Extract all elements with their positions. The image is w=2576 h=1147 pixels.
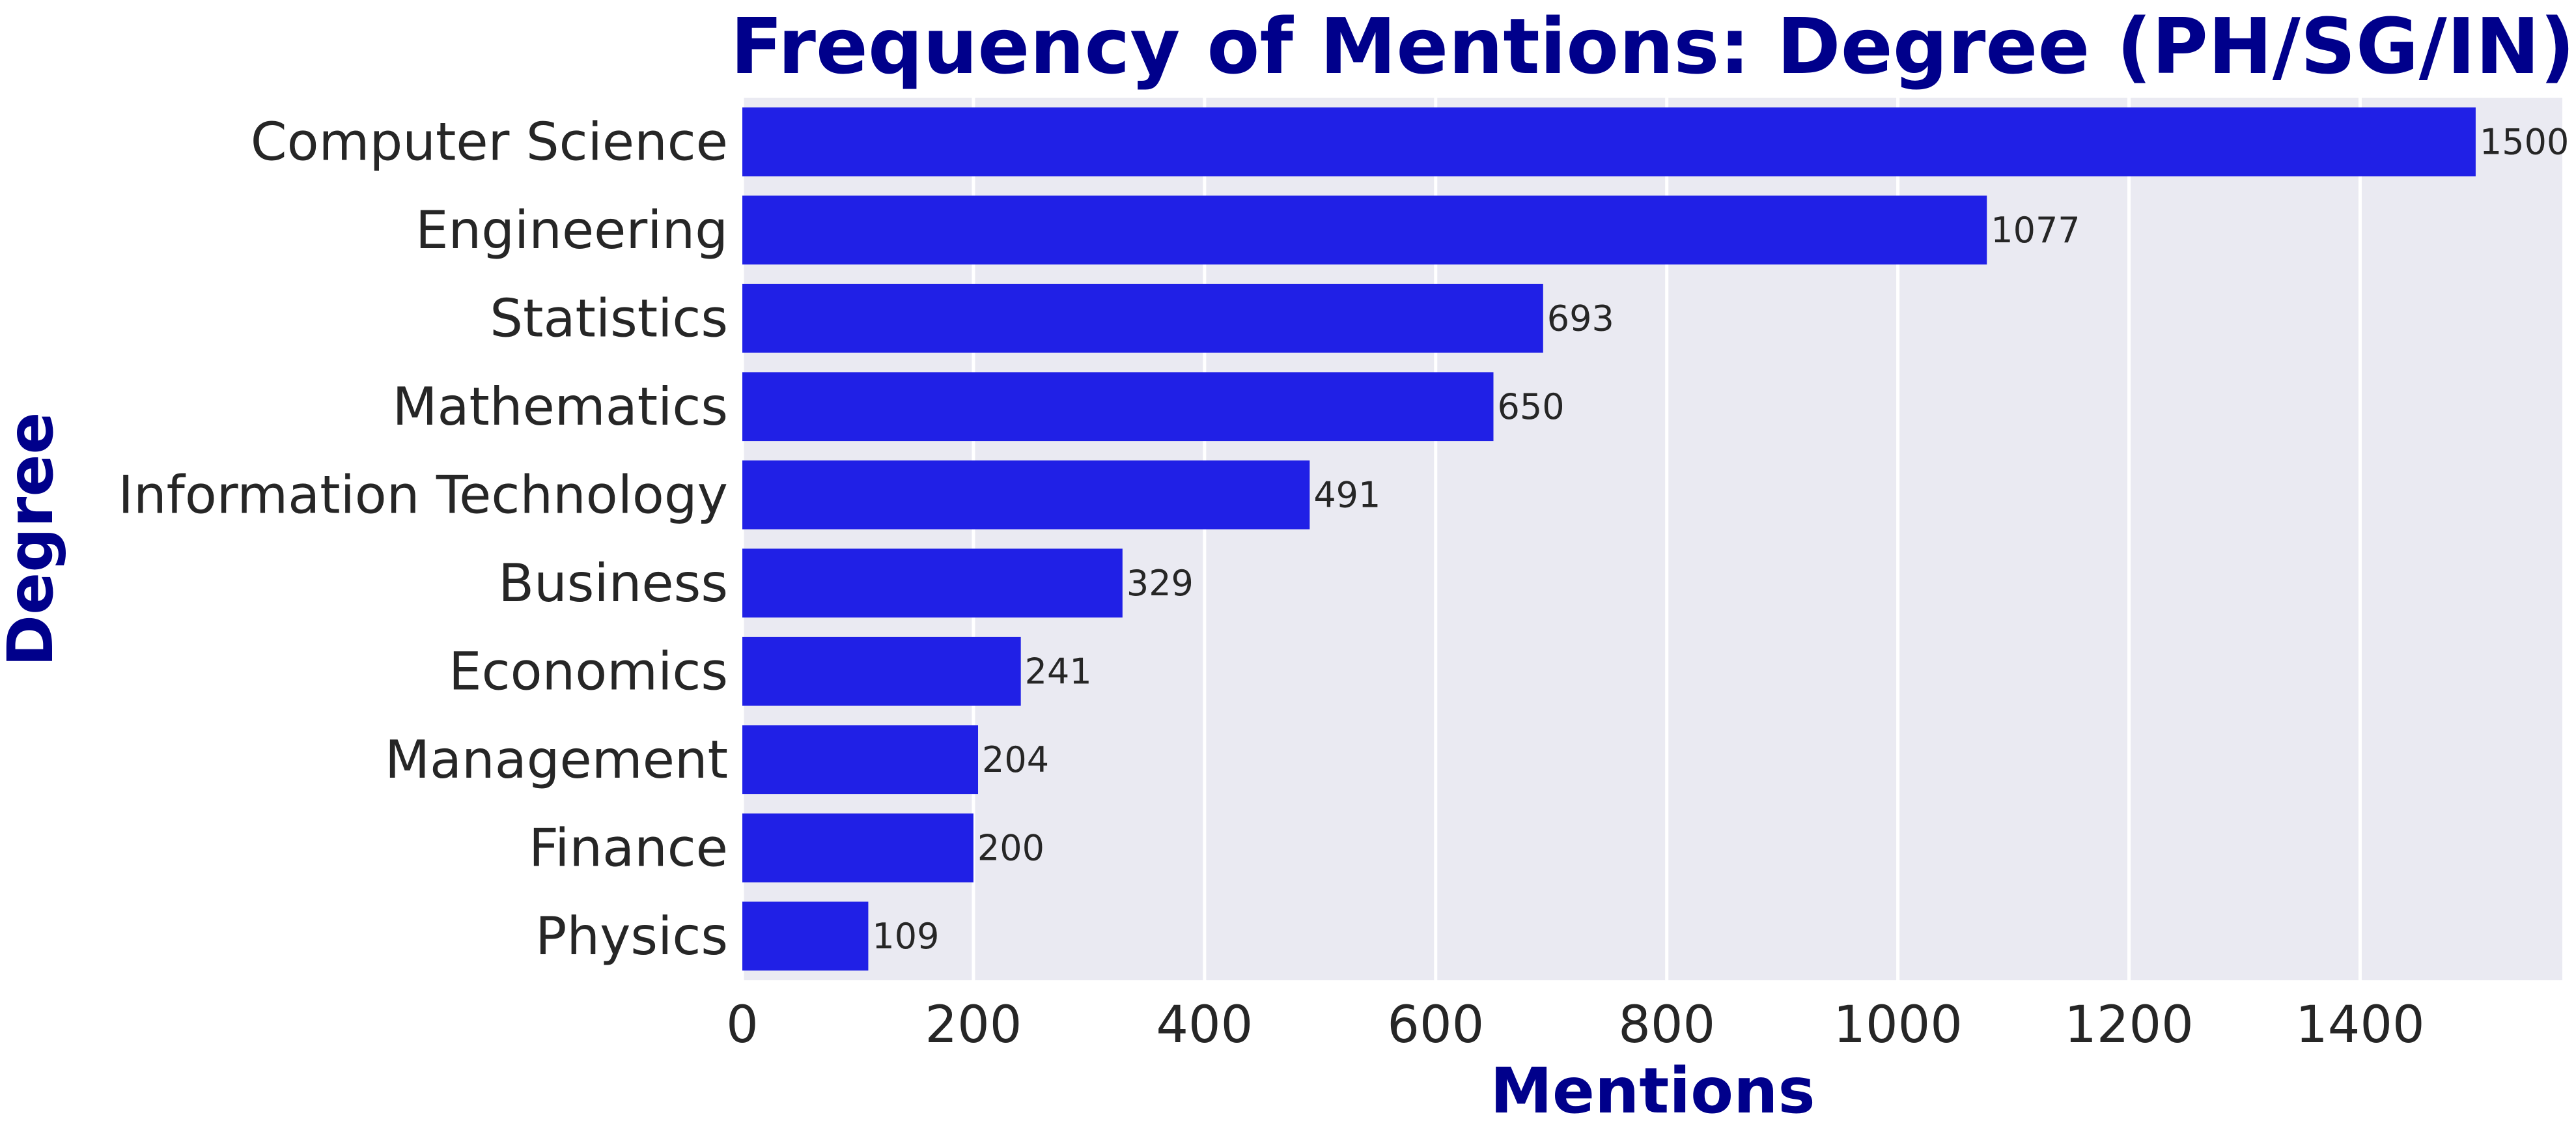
bar <box>742 548 1123 618</box>
x-tick-label: 1200 <box>2064 996 2194 1055</box>
y-tick-label: Physics <box>535 906 728 967</box>
bar <box>742 901 869 971</box>
x-tick-label: 1000 <box>1833 996 1963 1055</box>
y-tick-label: Economics <box>449 641 728 701</box>
bar <box>742 725 979 795</box>
data-label: 241 <box>1025 651 1092 692</box>
data-label: 693 <box>1547 298 1614 339</box>
chart-title: Frequency of Mentions: Degree (PH/SG/IN) <box>731 1 2575 91</box>
x-tick-label: 200 <box>925 996 1022 1055</box>
x-tick-label: 0 <box>726 996 759 1055</box>
bar <box>742 636 1021 706</box>
x-tick-label: 400 <box>1156 996 1253 1055</box>
bars <box>742 107 2476 971</box>
y-tick-label: Business <box>498 553 728 614</box>
data-label: 109 <box>872 916 939 957</box>
bar <box>742 372 1494 442</box>
y-tick-label: Information Technology <box>118 464 728 525</box>
x-tick-label: 800 <box>1618 996 1715 1055</box>
y-tick-label: Computer Science <box>251 111 728 172</box>
y-tick-label: Statistics <box>490 288 728 348</box>
x-axis-title: Mentions <box>1490 1055 1815 1127</box>
data-label: 200 <box>977 827 1044 868</box>
y-axis-title: Degree <box>0 412 67 666</box>
data-label: 491 <box>1313 474 1380 515</box>
y-tick-label: Management <box>385 729 728 790</box>
data-label: 650 <box>1497 386 1564 427</box>
bar <box>742 813 973 883</box>
data-label: 329 <box>1127 563 1194 604</box>
data-label: 204 <box>982 739 1049 780</box>
x-tick-labels: 0 200 400 600 800 1000 1200 1400 <box>726 996 2425 1055</box>
bar <box>742 195 1987 265</box>
x-tick-label: 1400 <box>2295 996 2425 1055</box>
data-label: 1077 <box>1991 210 2080 251</box>
data-label: 1500 <box>2480 121 2569 162</box>
bar <box>742 283 1543 353</box>
y-tick-label: Finance <box>529 817 728 878</box>
y-tick-label: Mathematics <box>392 376 728 437</box>
y-tick-label: Engineering <box>415 200 728 261</box>
x-tick-label: 600 <box>1387 996 1484 1055</box>
bar <box>742 107 2476 177</box>
bar <box>742 460 1310 530</box>
y-tick-labels: Computer Science Engineering Statistics Mat… <box>118 111 728 967</box>
value-labels: 1500 1077 693 650 491 329 241 204 200 109 <box>872 121 2569 957</box>
